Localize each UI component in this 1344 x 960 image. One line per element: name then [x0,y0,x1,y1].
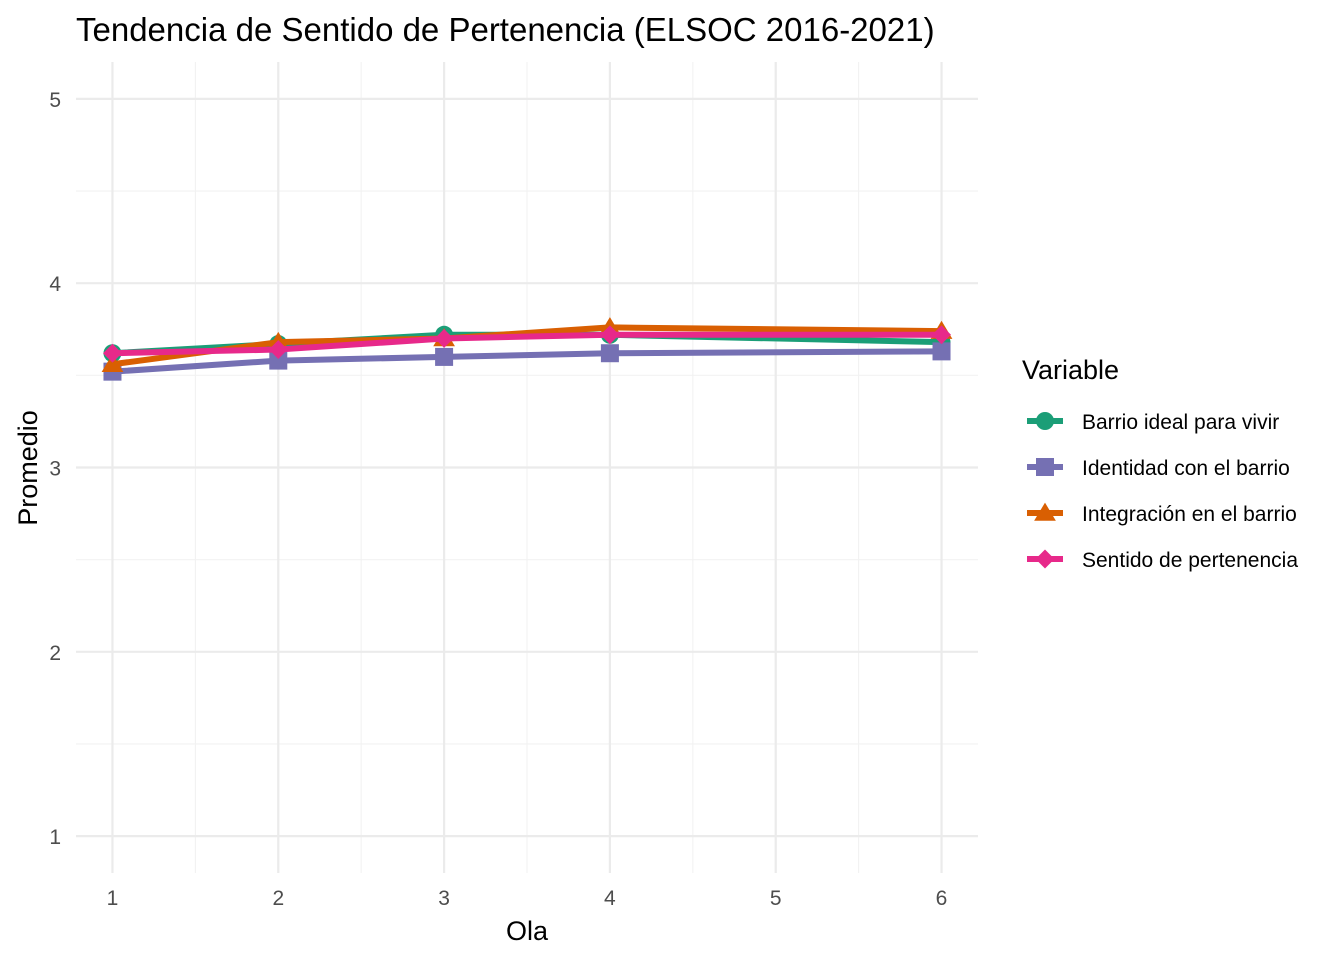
data-point-diamond [600,325,620,345]
data-point-square [600,344,619,363]
grid [76,62,978,873]
x-axis-title: Ola [506,916,549,946]
legend-item: Identidad con el barrio [1027,457,1290,480]
legend: Variable Barrio ideal para vivir Identida… [1022,355,1298,572]
x-tick-label: 4 [604,887,616,910]
legend-item: Sentido de pertenencia [1027,549,1298,572]
data-point-triangle [1034,502,1056,521]
x-tick-label: 2 [272,887,284,910]
y-axis-title: Promedio [13,410,43,526]
x-tick-label: 5 [770,887,782,910]
legend-label: Sentido de pertenencia [1082,549,1298,572]
legend-items: Barrio ideal para vivir Identidad con el … [1027,411,1298,572]
y-tick-label: 2 [49,642,61,665]
x-axis-tick-labels: 1 2 3 4 5 6 [107,887,948,910]
legend-item: Integración en el barrio [1027,502,1297,526]
chart-title: Tendencia de Sentido de Pertenencia (ELS… [76,11,935,48]
y-tick-label: 3 [49,458,61,481]
data-point-diamond [103,343,122,363]
data-point-diamond [932,325,951,345]
data-point-circle [1036,412,1054,430]
data-point-diamond [434,329,454,348]
series-4 [103,325,951,363]
legend-label: Barrio ideal para vivir [1082,411,1279,434]
data-point-diamond [1035,549,1055,569]
y-axis-tick-labels: 1 2 3 4 5 [49,89,61,849]
data-point-square [932,342,951,361]
y-tick-label: 1 [49,826,61,849]
x-tick-label: 6 [936,887,948,910]
data-point-triangle [101,353,124,373]
legend-label: Identidad con el barrio [1082,457,1290,480]
x-tick-label: 1 [107,887,119,910]
data-point-diamond [268,340,288,359]
data-point-square [269,351,288,370]
legend-label: Integración en el barrio [1082,503,1297,526]
legend-item: Barrio ideal para vivir [1027,411,1279,434]
legend-title: Variable [1022,355,1119,385]
data-point-square [1036,458,1054,476]
y-tick-label: 4 [49,273,61,296]
x-tick-label: 3 [438,887,450,910]
data-point-square [435,347,454,366]
series-layer [101,317,953,381]
y-tick-label: 5 [49,89,61,112]
